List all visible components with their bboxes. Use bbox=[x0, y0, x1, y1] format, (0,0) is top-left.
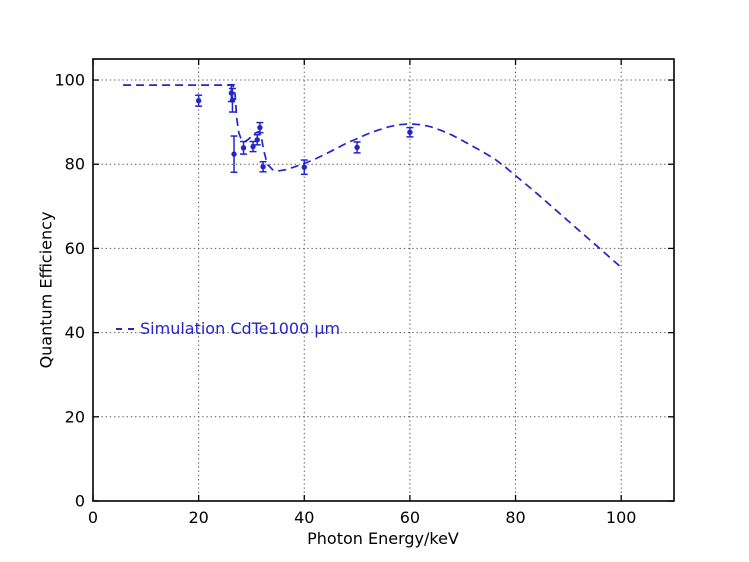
y-tick-label: 20 bbox=[65, 407, 85, 426]
measured-points bbox=[195, 83, 414, 176]
x-tick-label: 100 bbox=[606, 508, 637, 527]
legend-entry-label: Simulation CdTe1000 µm bbox=[140, 319, 341, 338]
data-point-errorbar bbox=[228, 87, 236, 113]
legend-dashed-line-sample bbox=[116, 327, 134, 330]
y-tick-label: 60 bbox=[65, 239, 85, 258]
simulation-curve bbox=[123, 84, 622, 269]
data-point-errorbar bbox=[406, 126, 414, 138]
x-tick-label: 80 bbox=[505, 508, 525, 527]
grid-lines bbox=[93, 59, 674, 501]
legend: Simulation CdTe1000 µm bbox=[116, 319, 340, 338]
data-point-errorbar bbox=[300, 159, 308, 176]
y-tick-label: 0 bbox=[75, 492, 85, 511]
data-point-errorbar bbox=[259, 160, 267, 173]
y-tick-label: 80 bbox=[65, 155, 85, 174]
data-point-errorbar bbox=[353, 141, 361, 154]
data-point-errorbar bbox=[240, 140, 248, 155]
tick-labels: 0 20 40 60 80 100 0 20 40 60 80 100 bbox=[54, 71, 636, 527]
data-point-errorbar bbox=[249, 140, 257, 153]
axis-ticks bbox=[92, 59, 674, 502]
data-point-errorbar bbox=[256, 121, 264, 134]
x-tick-label: 20 bbox=[188, 508, 208, 527]
x-axis-label: Photon Energy/keV bbox=[307, 529, 459, 548]
x-tick-label: 60 bbox=[400, 508, 420, 527]
y-tick-label: 100 bbox=[54, 71, 85, 90]
x-tick-label: 40 bbox=[294, 508, 314, 527]
data-point-errorbar bbox=[195, 94, 203, 107]
data-point-errorbar bbox=[230, 135, 238, 173]
y-axis-label: Quantum Efficiency bbox=[36, 211, 56, 369]
x-tick-label: 0 bbox=[88, 508, 98, 527]
y-tick-label: 40 bbox=[65, 323, 85, 342]
data-point-errorbar bbox=[253, 134, 261, 146]
plot-frame bbox=[92, 58, 675, 502]
